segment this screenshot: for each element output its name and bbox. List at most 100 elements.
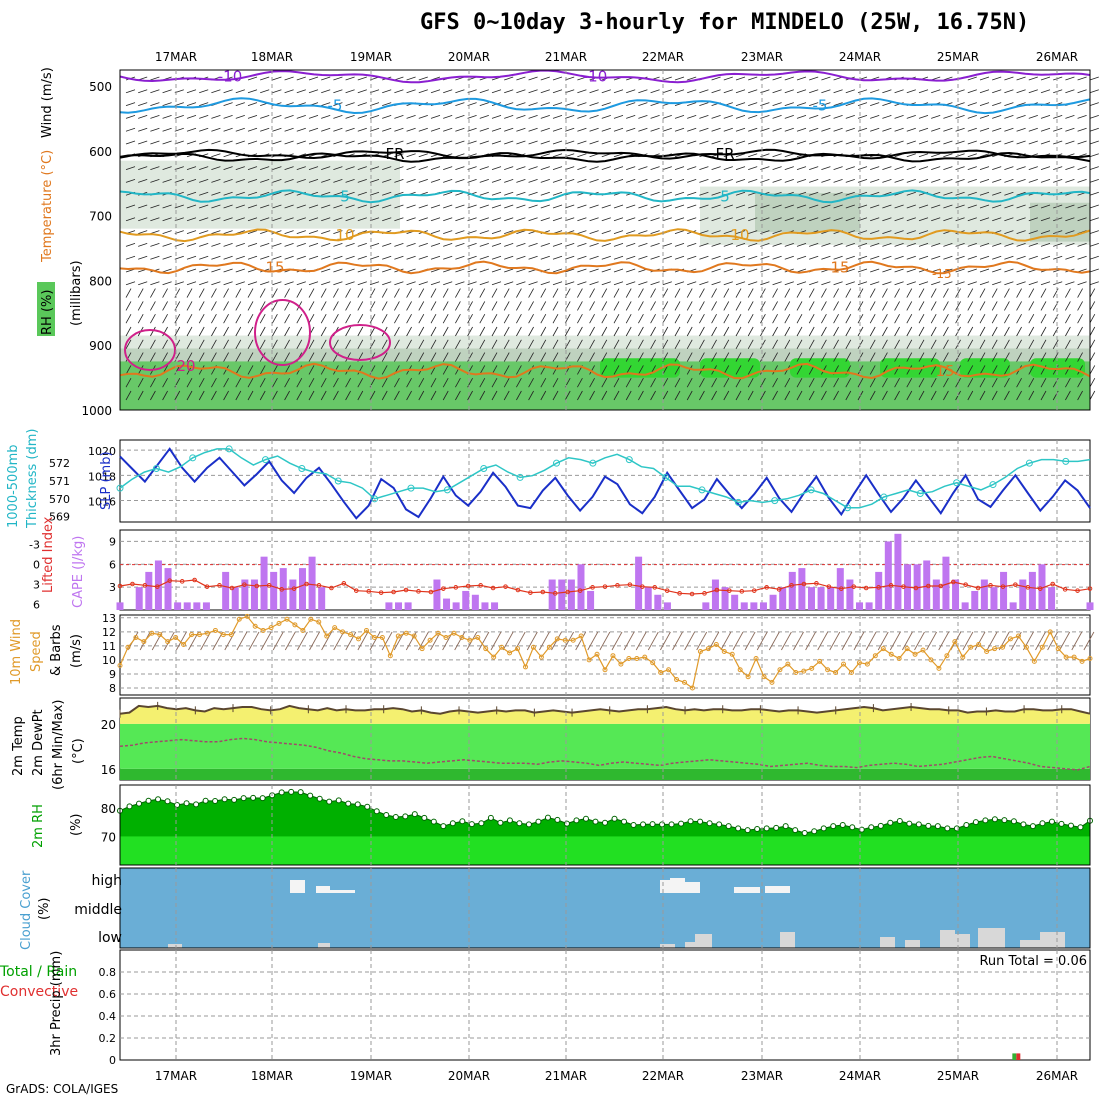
wind-barb [479, 89, 489, 94]
wind-barb [223, 140, 233, 145]
wind-barb [638, 255, 648, 260]
wind-barb [284, 326, 290, 337]
wind-barb [552, 140, 563, 145]
wind-barb [259, 288, 266, 298]
wind-barb [845, 115, 855, 119]
wind-barb [284, 301, 290, 311]
wind-barb [638, 115, 648, 119]
cloud-block-1 [316, 886, 330, 893]
wind-barb [552, 191, 563, 196]
wind-barb [613, 301, 620, 311]
wind-barb [1040, 390, 1047, 401]
wind-barb [869, 352, 876, 362]
wind-barb [626, 230, 636, 234]
wind-barb [638, 390, 644, 401]
wind-barb [345, 89, 355, 94]
wind-barb [723, 339, 730, 349]
wind-barb [491, 115, 502, 119]
wind-barb [650, 326, 656, 337]
wind-barb [516, 127, 526, 132]
wind-barb [674, 243, 685, 247]
wind-barb [211, 153, 221, 158]
wind-barb [321, 243, 331, 247]
wind-barb [345, 230, 355, 234]
wind10-speed-marker [149, 630, 155, 636]
wind-barb [1065, 89, 1075, 94]
wind-barb [711, 76, 721, 81]
rh2-marker [193, 801, 200, 808]
wind-barb [723, 255, 733, 260]
wind-barb [321, 204, 331, 209]
wind-barb [418, 153, 428, 158]
t2-temperature-line [119, 704, 1091, 715]
wind10-speed-marker [960, 654, 966, 660]
wind-barb [491, 352, 498, 362]
rh2-marker [573, 817, 580, 824]
wind-barb [894, 390, 900, 401]
contour-label: -5 [328, 97, 343, 115]
wind-barb [235, 102, 245, 106]
wind-barb [125, 255, 136, 260]
wind10-speed-marker [268, 625, 274, 631]
wind-barb [930, 326, 937, 337]
wind-barb [882, 191, 892, 196]
wind-barb [247, 191, 258, 196]
wind-barb [784, 339, 791, 349]
wind-barb [748, 140, 758, 145]
rh2-marker [354, 801, 361, 808]
wind10-tick-label: 13 [102, 612, 116, 625]
wind-barb [1016, 230, 1026, 234]
wind-barb [1016, 76, 1026, 81]
wind-barb [1077, 179, 1087, 183]
rh2-marker [687, 818, 694, 825]
wind-barb [467, 378, 473, 388]
wind-barb [491, 204, 502, 209]
wind-barb [662, 243, 672, 247]
wind-barb [272, 204, 282, 209]
thickness-tick-label: 570 [49, 493, 70, 506]
wind-barb [235, 390, 242, 401]
rh2-marker [735, 825, 742, 832]
wind10-barb [889, 631, 901, 651]
wind10-speed-marker [674, 677, 680, 683]
wind-barb [1053, 127, 1063, 132]
wind10-barb [575, 631, 587, 651]
wind-barb [467, 288, 473, 298]
wind-barb [992, 115, 1002, 119]
wind-barb [1065, 166, 1075, 170]
wind-barb [357, 140, 367, 145]
wind-barb [748, 243, 758, 247]
rh2-marker [972, 819, 979, 826]
wind-barb [784, 140, 794, 145]
wind-barb [272, 217, 282, 222]
wind-barb [882, 288, 888, 298]
wind-barb [284, 255, 294, 260]
wind-barb [735, 288, 742, 298]
wind-barb [564, 339, 571, 349]
wind-barb [979, 268, 990, 273]
wind-barb [955, 255, 965, 260]
wind-barb [1065, 76, 1075, 81]
wind-barb [723, 378, 730, 388]
lifted-index-marker [888, 583, 894, 588]
wind10-barb [902, 631, 913, 651]
lifted-index-marker [801, 581, 807, 587]
wind-barb [174, 127, 184, 132]
date-label-top: 17MAR [155, 50, 197, 64]
cape-bar [433, 579, 441, 610]
wind-barb [504, 217, 514, 222]
wind10-speed-marker [395, 633, 401, 639]
lifted-index-marker [142, 583, 148, 588]
wind-barb [967, 288, 974, 298]
wind-barb [406, 339, 412, 349]
wind-barb [943, 281, 953, 286]
wind-barb [711, 268, 721, 273]
wind-barb [1028, 281, 1038, 286]
lifted-index-marker [279, 587, 284, 592]
wind-barb [1089, 288, 1096, 298]
wind-barb [259, 378, 266, 388]
wind-barb [882, 217, 892, 222]
wind-barb [650, 204, 660, 209]
lifted-index-marker [353, 588, 359, 593]
